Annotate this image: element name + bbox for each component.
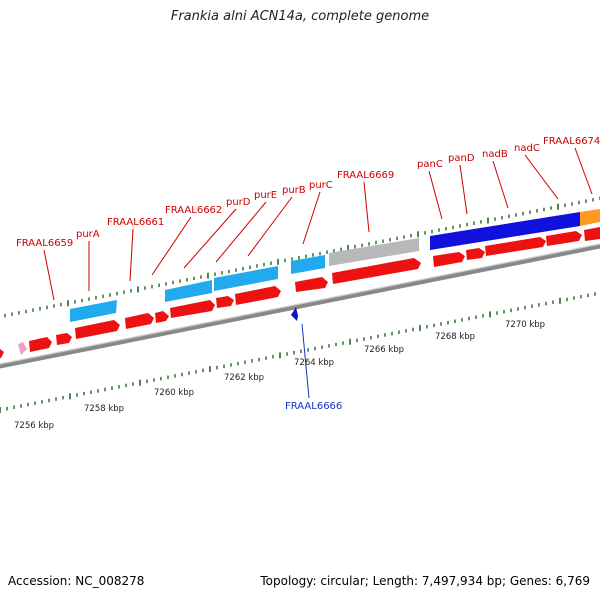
gene-label[interactable]: panD — [448, 153, 475, 164]
label-leader-line — [129, 228, 134, 282]
gene-label-reverse[interactable]: FRAAL6666 — [285, 401, 342, 412]
label-leader-line — [215, 201, 267, 263]
cds-arrow[interactable] — [170, 300, 215, 318]
gene-label[interactable]: FRAAL6662 — [165, 205, 222, 216]
accession-text: Accession: NC_008278 — [8, 574, 145, 588]
label-leader-line — [574, 147, 593, 195]
label-leader-line — [43, 249, 55, 301]
cds-arrow[interactable] — [332, 258, 421, 284]
kbp-label: 7262 kbp — [224, 373, 264, 383]
cds-arrow[interactable] — [29, 337, 52, 352]
label-leader-line — [151, 216, 192, 276]
gene-label[interactable]: FRAAL6674 — [543, 136, 600, 147]
gene-label[interactable]: purC — [309, 180, 333, 191]
label-leader-line — [363, 181, 370, 233]
label-leader-line — [492, 160, 509, 209]
gene-label[interactable]: purD — [226, 197, 251, 208]
cds-arrow[interactable] — [125, 313, 154, 329]
cds-track-forward — [0, 227, 600, 358]
kbp-label: 7270 kbp — [505, 320, 545, 330]
genome-backbone — [0, 243, 600, 369]
inner-tick-marks — [0, 292, 596, 413]
feature-bar[interactable] — [580, 209, 600, 226]
kbp-scale-labels: 7256 kbp 7258 kbp 7260 kbp 7262 kbp 7264… — [14, 320, 545, 431]
kbp-label: 7264 kbp — [294, 358, 334, 368]
label-leader-line — [302, 191, 321, 245]
cds-arrow[interactable] — [56, 333, 72, 345]
cds-arrow[interactable] — [466, 248, 485, 260]
genome-stats-text: Topology: circular; Length: 7,497,934 bp… — [260, 574, 590, 588]
label-leader-line — [301, 323, 310, 399]
label-leader-lines — [43, 147, 593, 399]
cds-arrow[interactable] — [546, 231, 582, 246]
cds-arrow[interactable] — [75, 320, 120, 339]
feature-bar[interactable] — [214, 266, 278, 291]
feature-bar[interactable] — [430, 212, 580, 250]
gene-label[interactable]: purB — [282, 185, 306, 196]
gene-label[interactable]: FRAAL6661 — [107, 217, 164, 228]
gene-label[interactable]: nadC — [514, 143, 540, 154]
genome-backbone-highlight — [0, 243, 600, 365]
gene-label[interactable]: FRAAL6669 — [337, 170, 394, 181]
cds-arrow[interactable] — [0, 349, 4, 358]
kbp-label: 7256 kbp — [14, 421, 54, 431]
feature-bar[interactable] — [70, 300, 117, 322]
kbp-label: 7258 kbp — [84, 404, 124, 414]
outer-tick-marks — [4, 196, 600, 318]
kbp-label: 7260 kbp — [154, 388, 194, 398]
gene-labels-forward: FRAAL6659 purA FRAAL6661 FRAAL6662 purD … — [16, 136, 600, 249]
kbp-label: 7266 kbp — [364, 345, 404, 355]
reverse-cds-arrow[interactable] — [291, 307, 298, 321]
cds-arrow[interactable] — [295, 277, 328, 292]
feature-bar[interactable] — [291, 255, 325, 274]
gene-label[interactable]: FRAAL6659 — [16, 238, 73, 249]
map-title: Frankia alni ACN14a, complete genome — [170, 9, 430, 24]
misc-feature-arrow[interactable] — [18, 342, 27, 355]
label-leader-line — [459, 164, 468, 215]
feature-bar[interactable] — [329, 238, 419, 266]
label-leader-line — [247, 196, 293, 257]
cds-arrow[interactable] — [216, 296, 234, 308]
feature-bar[interactable] — [165, 280, 212, 302]
gene-label[interactable]: purA — [76, 229, 100, 240]
kbp-label: 7268 kbp — [435, 332, 475, 342]
cds-arrow[interactable] — [433, 252, 465, 267]
gene-label[interactable]: panC — [417, 159, 443, 170]
cds-arrow[interactable] — [155, 311, 169, 323]
cds-arrow[interactable] — [584, 227, 600, 241]
feature-track-upper — [70, 209, 600, 322]
label-leader-line — [428, 170, 443, 220]
label-leader-line — [183, 208, 237, 269]
cds-arrow[interactable] — [235, 286, 281, 305]
gene-label[interactable]: nadB — [482, 149, 508, 160]
label-leader-line — [524, 154, 559, 200]
gene-label[interactable]: purE — [254, 190, 277, 201]
cds-arrow[interactable] — [485, 237, 546, 256]
